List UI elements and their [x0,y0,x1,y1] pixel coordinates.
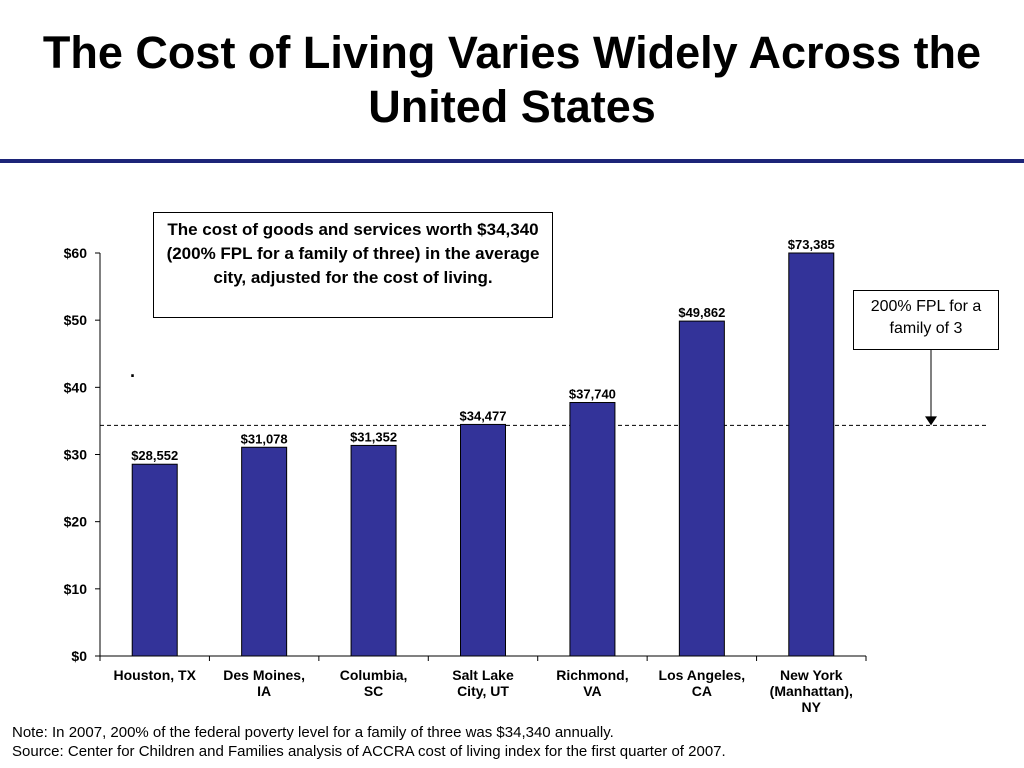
x-category-label: VA [583,683,601,699]
footer-source: Source: Center for Children and Families… [12,743,726,760]
bar [569,402,616,657]
callout-box: The cost of goods and services worth $34… [153,212,553,318]
x-category-label: (Manhattan), [770,683,853,699]
bar-value-label: $49,862 [678,305,725,320]
x-category-label: Des Moines, [223,667,305,683]
bar-value-label: $37,740 [569,387,616,402]
bar-value-label: $73,385 [788,237,835,252]
x-category-label: City, UT [457,683,509,699]
bar [460,423,506,657]
x-category-label: Houston, TX [113,667,196,683]
page-title: The Cost of Living Varies Widely Across … [42,27,982,132]
footer: Note: In 2007, 200% of the federal pover… [12,723,726,761]
y-tick-label: $10 [64,581,88,597]
bar [678,320,725,657]
x-category-label: Richmond, [556,667,628,683]
reference-line-label: 200% FPL for a family of 3 [853,290,999,350]
y-tick-label: $30 [64,447,88,463]
bar-value-label: $31,352 [350,429,397,444]
bar-value-label: $31,078 [241,431,288,446]
x-category-label: Columbia, [340,667,408,683]
bar-value-label: $34,477 [460,408,507,423]
bar [788,252,835,657]
y-tick-label: $40 [64,379,88,395]
x-category-label: New York [780,667,843,683]
y-tick-label: $50 [64,312,88,328]
x-category-label: NY [802,699,822,715]
x-category-label: Salt Lake [452,667,514,683]
bar [350,444,397,657]
x-category-label: Los Angeles, [659,667,746,683]
x-category-label: CA [692,683,712,699]
x-category-label: SC [364,683,383,699]
bar-value-label: $28,552 [131,448,178,463]
x-category-label: IA [257,683,271,699]
fpl-arrow-head [925,416,937,426]
footer-note: Note: In 2007, 200% of the federal pover… [12,724,614,741]
y-tick-label: $60 [64,245,88,261]
bar [131,463,178,657]
bar [241,446,288,657]
title-divider [0,159,1024,163]
stray-mark: · [130,366,136,386]
y-tick-label: $0 [71,648,87,664]
y-tick-label: $20 [64,514,88,530]
